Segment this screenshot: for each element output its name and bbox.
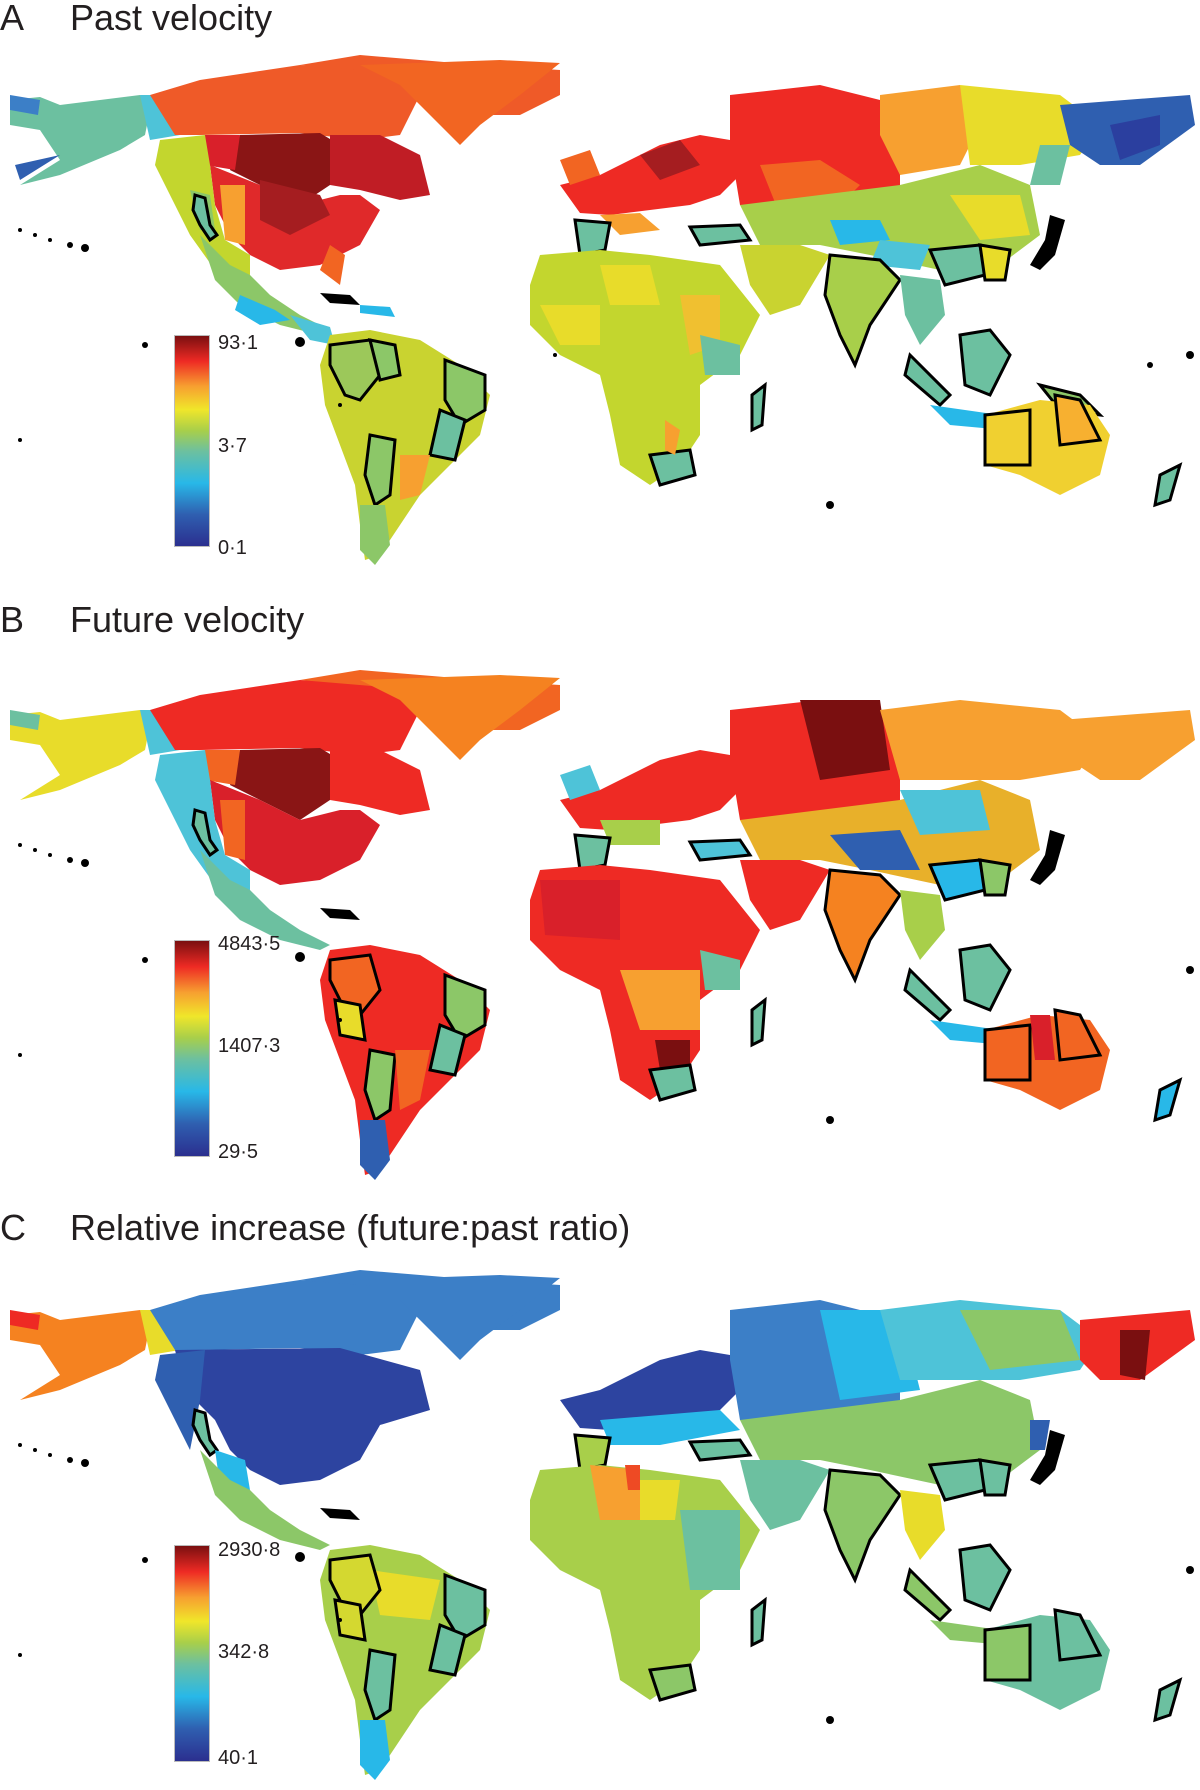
colorbar bbox=[174, 940, 210, 1157]
colorbar-max-label: 93·1 bbox=[218, 332, 259, 354]
colorbar-min-label: 40·1 bbox=[218, 1747, 259, 1769]
world-map-future-velocity bbox=[10, 670, 1195, 1180]
colorbar-max-label: 4843·5 bbox=[218, 933, 281, 955]
panel-title-text: Future velocity bbox=[70, 599, 305, 640]
colorbar bbox=[174, 1545, 210, 1762]
panel-c-title: C Relative increase (future:past ratio) bbox=[0, 1210, 630, 1246]
colorbar-mid-label: 3·7 bbox=[218, 435, 247, 457]
colorbar-mid-label: 1407·3 bbox=[218, 1035, 281, 1057]
colorbar-min-label: 0·1 bbox=[218, 537, 247, 559]
panel-b: B Future velocity bbox=[0, 602, 1200, 1180]
panel-a-title: A Past velocity bbox=[0, 0, 272, 36]
panel-title-text: Past velocity bbox=[70, 0, 273, 38]
panel-b-title: B Future velocity bbox=[0, 602, 304, 638]
world-map-past-velocity bbox=[10, 55, 1195, 565]
panel-letter: A bbox=[0, 0, 25, 38]
world-map-relative-increase bbox=[10, 1270, 1195, 1780]
colorbar-mid-label: 342·8 bbox=[218, 1641, 270, 1663]
colorbar-max-label: 2930·8 bbox=[218, 1539, 281, 1561]
panel-a: A Past velocity bbox=[0, 0, 1200, 565]
panel-letter: B bbox=[0, 599, 25, 640]
colorbar bbox=[174, 335, 210, 547]
colorbar-min-label: 29·5 bbox=[218, 1141, 259, 1163]
panel-c: C Relative increase (future:past ratio) bbox=[0, 1210, 1200, 1780]
panel-title-text: Relative increase (future:past ratio) bbox=[70, 1207, 631, 1248]
panel-letter: C bbox=[0, 1207, 26, 1248]
